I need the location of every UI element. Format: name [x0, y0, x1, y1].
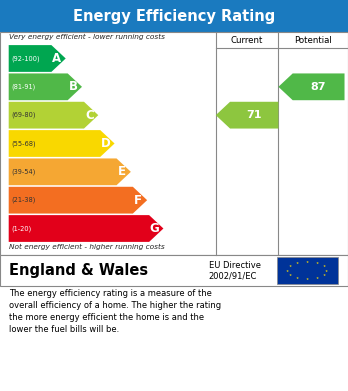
Text: E: E	[118, 165, 126, 178]
Bar	[0, 0, 348, 32]
Text: 71: 71	[246, 110, 262, 120]
Text: (1-20): (1-20)	[11, 225, 31, 232]
Text: G: G	[150, 222, 159, 235]
Text: F: F	[134, 194, 142, 207]
Text: Current: Current	[231, 36, 263, 45]
Text: Energy Efficiency Rating: Energy Efficiency Rating	[73, 9, 275, 23]
Text: (69-80): (69-80)	[11, 112, 35, 118]
Text: ★: ★	[289, 273, 292, 277]
Text: Potential: Potential	[294, 36, 332, 45]
Text: D: D	[101, 137, 111, 150]
Polygon shape	[9, 74, 82, 100]
Text: (55-68): (55-68)	[11, 140, 36, 147]
Text: A: A	[52, 52, 61, 65]
Polygon shape	[9, 215, 164, 242]
Polygon shape	[9, 130, 114, 157]
Text: ★: ★	[315, 261, 318, 265]
Text: (81-91): (81-91)	[11, 84, 35, 90]
Text: EU Directive
2002/91/EC: EU Directive 2002/91/EC	[209, 261, 261, 280]
Text: The energy efficiency rating is a measure of the
overall efficiency of a home. T: The energy efficiency rating is a measur…	[9, 289, 221, 334]
Text: ★: ★	[323, 264, 325, 268]
Text: ★: ★	[296, 276, 299, 280]
Text: ★: ★	[306, 260, 309, 264]
Text: (39-54): (39-54)	[11, 169, 35, 175]
Text: ★: ★	[286, 269, 289, 273]
Polygon shape	[9, 158, 131, 185]
Polygon shape	[9, 45, 66, 72]
Text: ★: ★	[306, 277, 309, 281]
Text: Not energy efficient - higher running costs: Not energy efficient - higher running co…	[9, 244, 165, 250]
Polygon shape	[9, 102, 98, 129]
Text: ★: ★	[323, 273, 325, 277]
Bar	[0, 255, 348, 286]
Text: (21-38): (21-38)	[11, 197, 35, 203]
Text: Very energy efficient - lower running costs: Very energy efficient - lower running co…	[9, 34, 165, 40]
Text: (92-100): (92-100)	[11, 55, 40, 62]
Polygon shape	[278, 74, 345, 100]
Bar	[277, 257, 338, 284]
Polygon shape	[9, 187, 147, 213]
Text: B: B	[69, 80, 78, 93]
Text: ★: ★	[289, 264, 292, 268]
Text: ★: ★	[315, 276, 318, 280]
Text: C: C	[85, 109, 94, 122]
Text: ★: ★	[325, 269, 328, 273]
Text: ★: ★	[296, 261, 299, 265]
Bar	[0, 32, 348, 255]
Polygon shape	[216, 102, 278, 129]
Text: England & Wales: England & Wales	[9, 263, 148, 278]
Text: 87: 87	[311, 82, 326, 92]
